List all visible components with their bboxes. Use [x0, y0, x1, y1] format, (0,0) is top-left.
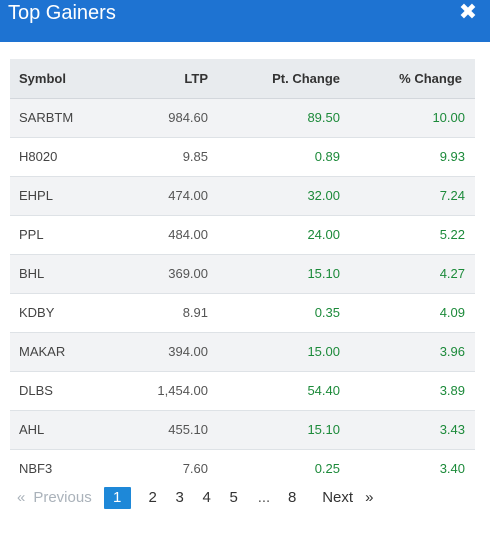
symbol-cell[interactable]: MAKAR: [10, 332, 120, 372]
pct-change-cell: 7.24: [350, 176, 475, 216]
table-row[interactable]: SARBTM 984.60 89.50 10.00: [10, 98, 475, 138]
symbol-cell[interactable]: NBF3: [19, 461, 53, 477]
symbol-cell[interactable]: DLBS: [10, 371, 120, 411]
ltp-cell: 474.00: [120, 176, 218, 216]
pt-change-cell: 15.10: [218, 254, 350, 294]
pt-change-cell: 24.00: [218, 215, 350, 255]
table-body: SARBTM 984.60 89.50 10.00 H8020 9.85 0.89 9.93 E…: [10, 98, 475, 488]
ltp-cell: 984.60: [120, 98, 218, 138]
symbol-cell[interactable]: H8020: [10, 137, 120, 177]
column-header-ltp[interactable]: LTP: [120, 59, 218, 99]
previous-button: « Previous: [17, 487, 92, 509]
dialog-header: Top Gainers ✖: [0, 0, 490, 42]
table-row[interactable]: KDBY 8.91 0.35 4.09: [10, 293, 475, 333]
table-row[interactable]: EHPL 474.00 32.00 7.24: [10, 176, 475, 216]
pt-change-cell: 89.50: [218, 98, 350, 138]
table-row[interactable]: AHL 455.10 15.10 3.43: [10, 410, 475, 450]
dialog-title: Top Gainers: [8, 2, 116, 24]
table-row[interactable]: NBF3 7.60 0.25 3.40: [10, 449, 475, 488]
pt-change-cell: 32.00: [218, 176, 350, 216]
pct-change-cell: 4.09: [350, 293, 475, 333]
pct-change-cell: 10.00: [350, 98, 475, 138]
gainers-table: Symbol LTP Pt. Change % Change SARBTM 984…: [10, 59, 475, 488]
ltp-cell: 1,454.00: [120, 371, 218, 411]
table-row[interactable]: H8020 9.85 0.89 9.93: [10, 137, 475, 177]
page-button-3[interactable]: 3: [175, 489, 184, 506]
pt-change-cell: 54.40: [218, 371, 350, 411]
page-button-5[interactable]: 5: [229, 489, 238, 506]
next-button[interactable]: Next »: [322, 487, 373, 509]
pct-change-cell: 3.89: [350, 371, 475, 411]
column-header-pt-change[interactable]: Pt. Change: [218, 59, 350, 99]
ltp-cell: 394.00: [120, 332, 218, 372]
ltp-cell: 369.00: [120, 254, 218, 294]
page-button-last[interactable]: 8: [288, 489, 297, 506]
ltp-cell: 8.91: [120, 293, 218, 333]
column-header-pct-change[interactable]: % Change: [350, 59, 475, 99]
pagination-ellipsis: ...: [257, 489, 271, 506]
symbol-cell[interactable]: AHL: [10, 410, 120, 450]
page-button-4[interactable]: 4: [202, 489, 211, 506]
pt-change-cell: 0.89: [218, 137, 350, 177]
symbol-cell[interactable]: PPL: [10, 215, 120, 255]
gainers-table-container: Symbol LTP Pt. Change % Change SARBTM 984…: [10, 59, 475, 488]
next-label: Next: [322, 489, 354, 506]
previous-arrow-icon: «: [17, 489, 26, 506]
pt-change-cell: 0.25: [314, 461, 340, 477]
table-row[interactable]: MAKAR 394.00 15.00 3.96: [10, 332, 475, 372]
symbol-cell[interactable]: BHL: [10, 254, 120, 294]
pt-change-cell: 15.10: [218, 410, 350, 450]
previous-label: Previous: [33, 489, 92, 506]
table-row[interactable]: PPL 484.00 24.00 5.22: [10, 215, 475, 255]
next-arrow-icon: »: [365, 489, 374, 506]
pct-change-cell: 4.27: [350, 254, 475, 294]
pagination: « Previous 1 2 3 4 5 ... 8 Next »: [10, 487, 373, 509]
ltp-cell: 7.60: [182, 461, 208, 477]
pct-change-cell: 5.22: [350, 215, 475, 255]
pct-change-cell: 3.40: [439, 461, 465, 477]
pt-change-cell: 0.35: [218, 293, 350, 333]
symbol-cell[interactable]: KDBY: [10, 293, 120, 333]
pct-change-cell: 3.43: [350, 410, 475, 450]
ltp-cell: 455.10: [120, 410, 218, 450]
symbol-cell[interactable]: EHPL: [10, 176, 120, 216]
ltp-cell: 9.85: [120, 137, 218, 177]
page-button-1[interactable]: 1: [103, 487, 131, 509]
pt-change-cell: 15.00: [218, 332, 350, 372]
pct-change-cell: 9.93: [350, 137, 475, 177]
ltp-cell: 484.00: [120, 215, 218, 255]
close-icon[interactable]: ✖: [458, 0, 478, 24]
symbol-cell[interactable]: SARBTM: [10, 98, 120, 138]
table-row[interactable]: BHL 369.00 15.10 4.27: [10, 254, 475, 294]
table-row[interactable]: DLBS 1,454.00 54.40 3.89: [10, 371, 475, 411]
page-button-2[interactable]: 2: [148, 489, 157, 506]
table-header-row: Symbol LTP Pt. Change % Change: [10, 59, 475, 99]
pct-change-cell: 3.96: [350, 332, 475, 372]
column-header-symbol[interactable]: Symbol: [10, 59, 120, 99]
